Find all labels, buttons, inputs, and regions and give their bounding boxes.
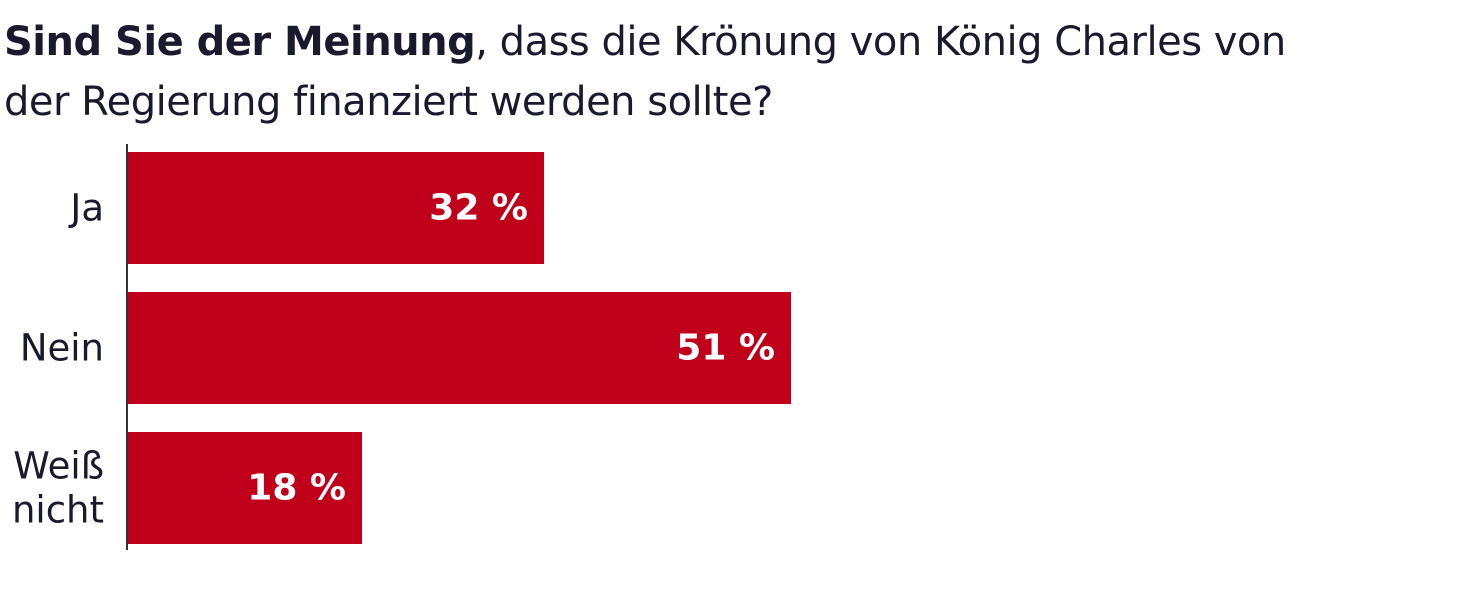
bar-2 (128, 432, 362, 544)
bar-value-label-1: 51 % (676, 328, 775, 369)
chart-title-rest: , dass die Krönung von König Charles von… (4, 19, 1286, 125)
bar-value-label-2: 18 % (247, 468, 346, 509)
category-label-0: Ja (68, 187, 104, 230)
category-label-2-line-1: nicht (12, 489, 104, 532)
category-label-2-line-0: Weiß (13, 445, 104, 488)
bar-value-label-0: 32 % (429, 188, 528, 229)
chart-title-bold: Sind Sie der Meinung (4, 19, 476, 65)
bar-1 (128, 292, 791, 404)
chart-title: Sind Sie der Meinung, dass die Krönung v… (4, 12, 1304, 132)
bar-0 (128, 152, 544, 264)
category-label-1: Nein (20, 327, 104, 370)
